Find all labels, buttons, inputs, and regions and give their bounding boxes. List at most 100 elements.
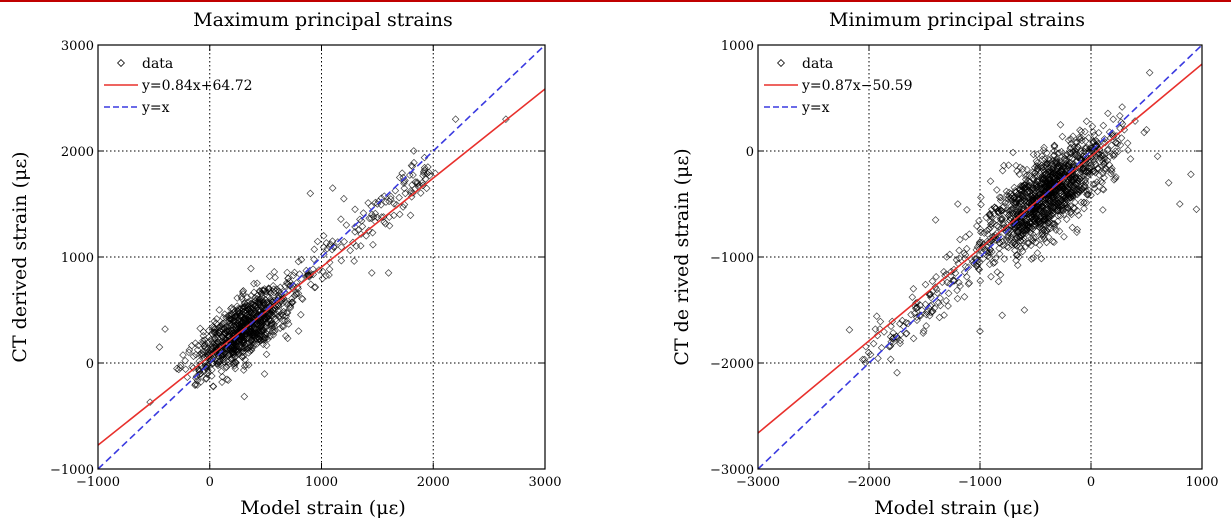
data-point xyxy=(202,375,210,383)
data-point xyxy=(203,361,212,370)
data-point xyxy=(1000,255,1009,263)
data-point xyxy=(1066,144,1075,153)
data-point xyxy=(987,220,996,228)
data-point xyxy=(1061,151,1070,160)
data-point xyxy=(1091,180,1099,188)
data-point xyxy=(845,326,854,334)
data-point xyxy=(996,215,1005,224)
data-point xyxy=(1060,210,1068,219)
data-point xyxy=(192,372,201,381)
data-point xyxy=(1017,244,1025,253)
data-point xyxy=(995,193,1004,202)
data-point xyxy=(290,291,299,300)
data-point xyxy=(273,285,282,294)
data-point xyxy=(409,147,418,155)
data-point xyxy=(977,200,985,209)
data-point xyxy=(249,341,258,350)
data-point xyxy=(399,203,407,211)
data-point xyxy=(887,338,895,346)
data-point xyxy=(244,349,253,357)
data-point xyxy=(1003,242,1011,251)
data-point xyxy=(231,316,240,324)
data-point xyxy=(283,309,292,317)
data-point xyxy=(236,311,245,320)
data-point xyxy=(977,193,985,202)
data-point xyxy=(944,289,953,298)
legend-label: data xyxy=(142,56,173,72)
data-point xyxy=(976,277,985,285)
data-point xyxy=(191,339,200,347)
data-point xyxy=(217,325,226,333)
data-point xyxy=(1076,126,1084,134)
data-point xyxy=(239,303,248,311)
data-point xyxy=(286,304,295,312)
x-tick-label: −1000 xyxy=(76,475,120,490)
data-point xyxy=(1050,147,1059,155)
data-point xyxy=(864,348,873,357)
data-point xyxy=(1039,176,1048,184)
data-point xyxy=(401,189,410,198)
data-point xyxy=(986,245,995,254)
data-point xyxy=(965,230,974,238)
data-point xyxy=(1032,202,1041,211)
data-point xyxy=(1074,185,1082,193)
data-point xyxy=(364,199,372,207)
data-point xyxy=(1142,126,1151,134)
data-point xyxy=(1068,186,1077,194)
data-point xyxy=(998,237,1007,246)
data-point xyxy=(197,349,206,358)
data-point xyxy=(218,319,227,328)
data-point xyxy=(1094,128,1103,137)
data-point xyxy=(869,339,878,348)
data-point xyxy=(1090,131,1099,139)
y-axis-label: CT de rived strain (με) xyxy=(671,148,693,365)
data-point xyxy=(1056,184,1065,193)
data-point xyxy=(1080,183,1088,192)
data-point xyxy=(1108,150,1117,159)
data-point xyxy=(858,355,867,364)
y-tick-label: −1000 xyxy=(50,463,94,478)
data-point xyxy=(1028,168,1037,177)
data-point xyxy=(1043,183,1052,191)
chart-title: Maximum principal strains xyxy=(193,9,453,31)
x-tick-label: 0 xyxy=(1087,475,1095,490)
data-point xyxy=(191,381,199,390)
data-point xyxy=(1066,208,1075,217)
data-point xyxy=(1038,229,1047,238)
data-point xyxy=(892,332,901,341)
data-point xyxy=(1027,241,1035,250)
data-point xyxy=(1117,134,1126,142)
data-point xyxy=(259,332,267,340)
data-point xyxy=(908,293,917,301)
data-point xyxy=(1029,214,1038,223)
data-point xyxy=(985,238,993,246)
data-point xyxy=(1037,168,1046,176)
fit-line xyxy=(98,88,545,446)
data-point xyxy=(1069,181,1078,190)
data-point xyxy=(1099,169,1107,178)
data-point xyxy=(266,310,274,319)
data-point xyxy=(351,205,359,214)
data-point xyxy=(1112,139,1121,147)
data-point xyxy=(247,264,255,273)
data-point xyxy=(1032,238,1040,247)
data-point xyxy=(952,256,961,264)
data-point xyxy=(992,216,1001,224)
data-point xyxy=(407,161,416,170)
data-point xyxy=(1043,184,1052,192)
data-point xyxy=(1074,211,1083,220)
data-point xyxy=(371,209,380,218)
data-point xyxy=(995,250,1004,258)
data-point xyxy=(978,238,986,247)
data-point xyxy=(400,184,409,193)
data-point xyxy=(276,311,284,320)
data-point xyxy=(318,267,327,276)
data-point xyxy=(1044,233,1053,241)
data-point xyxy=(933,289,942,297)
data-point xyxy=(1061,193,1070,202)
data-point xyxy=(1038,174,1047,183)
data-point xyxy=(936,301,945,310)
data-point xyxy=(319,243,328,252)
data-point xyxy=(247,291,256,300)
data-point xyxy=(380,218,388,226)
